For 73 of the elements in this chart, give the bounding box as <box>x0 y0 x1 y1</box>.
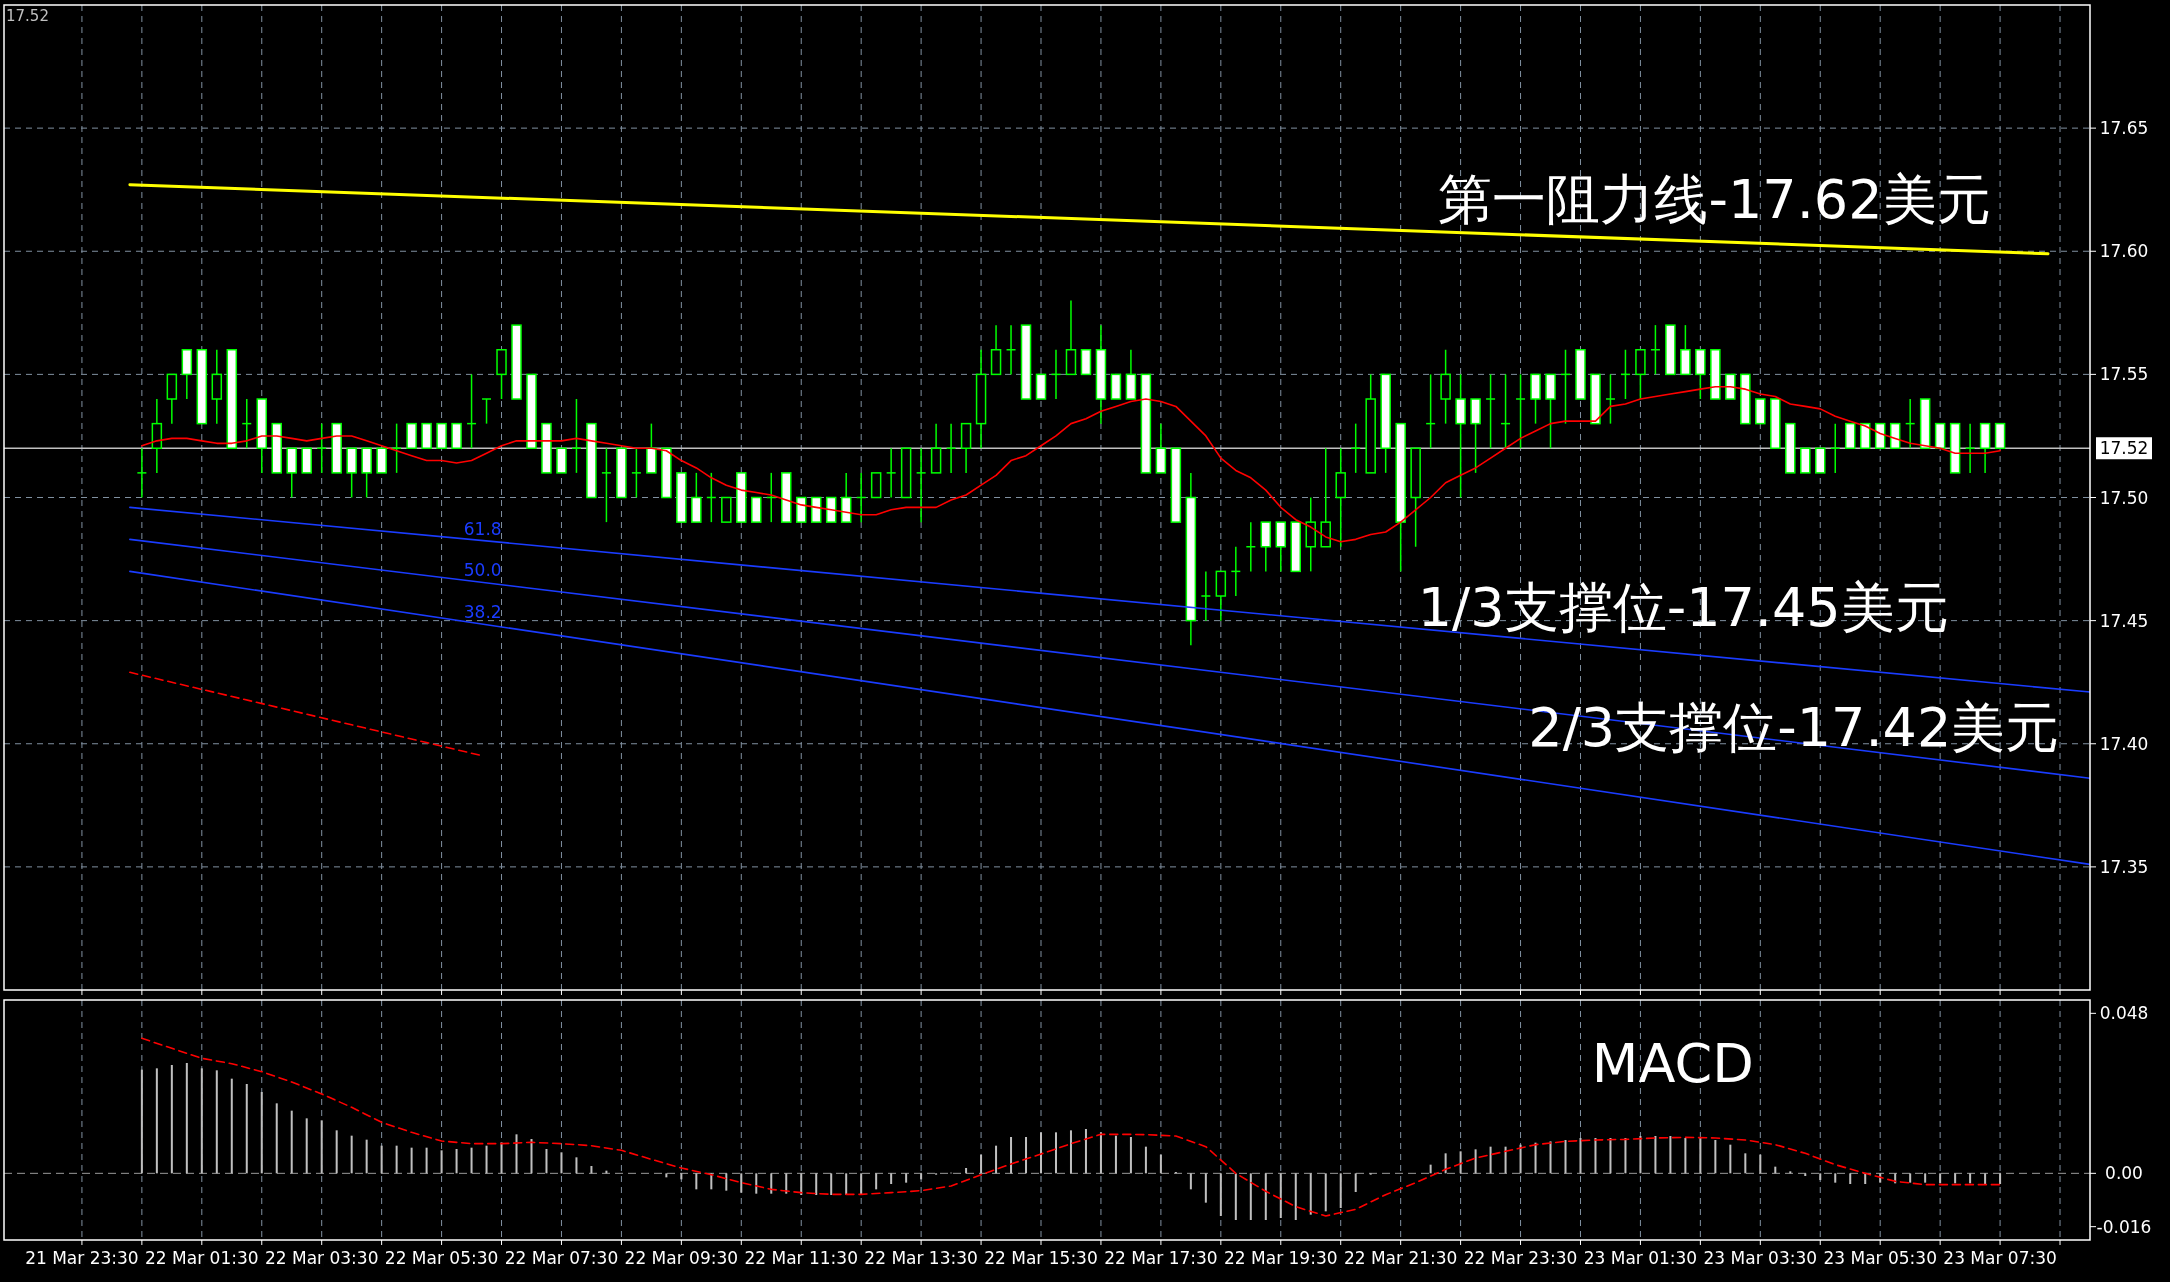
bar <box>1040 1132 1043 1174</box>
candlestick <box>136 447 148 499</box>
x-tick-label: 22 Mar 09:30 <box>624 1248 739 1268</box>
bar <box>1639 1136 1642 1174</box>
bar <box>170 1065 173 1174</box>
y-tick-label: -0.016 <box>2096 1216 2152 1237</box>
candlestick <box>601 447 612 523</box>
bar <box>1129 1137 1132 1174</box>
candlestick <box>885 447 897 499</box>
bar <box>1144 1146 1147 1174</box>
candlestick <box>1605 373 1616 425</box>
candlestick <box>631 447 642 499</box>
y-tick-label: 17.45 <box>2099 610 2149 631</box>
y-tick-label: 0.048 <box>2099 1003 2149 1024</box>
ref-line-label: 17.52 <box>2099 438 2149 459</box>
x-tick-label: 23 Mar 03:30 <box>1703 1248 1818 1268</box>
line-series <box>141 385 2001 543</box>
bar <box>1864 1173 1867 1184</box>
series-label: 50.0 <box>463 560 502 581</box>
bar <box>1444 1153 1447 1174</box>
y-tick-label: 17.35 <box>2099 856 2149 877</box>
x-tick-label: 22 Mar 19:30 <box>1224 1248 1338 1268</box>
x-tick-label: 22 Mar 01:30 <box>145 1248 259 1268</box>
x-tick-label: 22 Mar 13:30 <box>864 1248 978 1268</box>
annotation: 第一阻力线-17.62美元 <box>1438 167 1991 231</box>
text: MACD <box>1591 1032 1754 1095</box>
bar <box>455 1149 458 1174</box>
candlestick <box>481 398 492 425</box>
y-tick-label: 0.00 <box>2105 1163 2143 1184</box>
x-tick-label: 21 Mar 23:30 <box>25 1248 139 1268</box>
x-tick-label: 23 Mar 05:30 <box>1823 1248 1937 1268</box>
x-tick-label: 22 Mar 11:30 <box>744 1248 858 1268</box>
x-tick-label: 22 Mar 03:30 <box>264 1248 379 1268</box>
bar <box>1519 1144 1522 1174</box>
y-tick-label: 17.40 <box>2099 733 2149 754</box>
bar <box>1054 1132 1057 1174</box>
annotation: 1/3支撑位-17.45美元 <box>1417 576 1949 640</box>
x-tick-label: 22 Mar 07:30 <box>504 1248 619 1268</box>
bar <box>545 1149 548 1174</box>
bar <box>1624 1138 1627 1174</box>
candlestick <box>1650 324 1661 376</box>
annotation: 17.52 <box>6 7 49 25</box>
y-tick-label: 17.50 <box>2099 487 2149 508</box>
bar <box>245 1084 248 1174</box>
bar <box>560 1152 563 1174</box>
y-tick-label: 17.55 <box>2099 364 2149 385</box>
x-tick-label: 22 Mar 15:30 <box>984 1248 1098 1268</box>
bar <box>155 1068 158 1174</box>
candlestick <box>1515 373 1526 449</box>
y-tick-label: 17.60 <box>2099 241 2149 262</box>
bar <box>1234 1173 1237 1220</box>
candlestick <box>1245 521 1257 573</box>
x-tick-label: 23 Mar 07:30 <box>1943 1248 2057 1268</box>
bar <box>350 1135 353 1174</box>
y-tick-label: 17.65 <box>2099 118 2149 139</box>
x-tick-label: 23 Mar 01:30 <box>1583 1248 1698 1268</box>
bar <box>1744 1153 1747 1174</box>
bar <box>1729 1144 1732 1174</box>
series-label: 38.2 <box>463 602 502 623</box>
bar <box>1534 1142 1537 1174</box>
candlestick <box>1005 324 1017 376</box>
candlestick <box>915 447 927 523</box>
bar <box>260 1092 263 1174</box>
x-tick-label: 22 Mar 17:30 <box>1104 1248 1218 1268</box>
x-tick-label: 22 Mar 23:30 <box>1463 1248 1578 1268</box>
bar <box>440 1150 443 1174</box>
bar <box>365 1139 368 1174</box>
x-tick-label: 22 Mar 21:30 <box>1343 1248 1458 1268</box>
series-label: 61.8 <box>463 518 502 539</box>
bar <box>1429 1164 1432 1174</box>
candlestick <box>1200 570 1212 622</box>
x-tick-label: 22 Mar 05:30 <box>384 1248 499 1268</box>
candlestick <box>1485 373 1496 449</box>
